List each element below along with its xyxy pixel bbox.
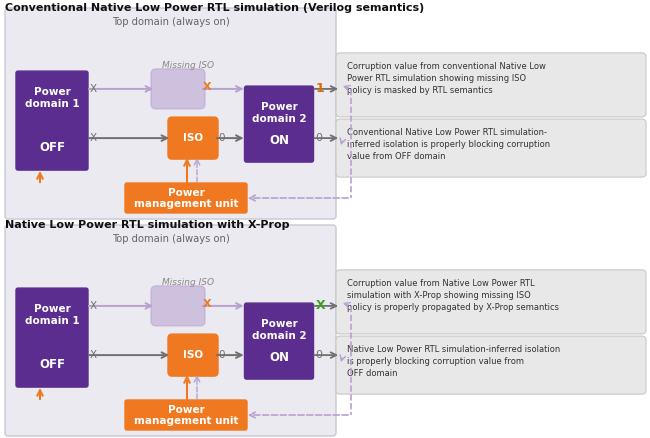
FancyBboxPatch shape [168, 117, 218, 159]
Text: Top domain (always on): Top domain (always on) [112, 17, 229, 27]
FancyBboxPatch shape [125, 183, 247, 213]
Text: management unit: management unit [134, 416, 239, 426]
Text: X: X [90, 133, 97, 143]
FancyBboxPatch shape [5, 225, 336, 436]
FancyBboxPatch shape [168, 334, 218, 376]
Text: X: X [315, 300, 325, 312]
FancyBboxPatch shape [336, 270, 646, 334]
Text: X: X [90, 350, 97, 360]
Text: Power: Power [261, 319, 298, 329]
Text: X: X [203, 299, 212, 309]
Text: Power: Power [261, 102, 298, 112]
Text: X: X [90, 84, 97, 94]
FancyBboxPatch shape [151, 286, 205, 326]
FancyBboxPatch shape [151, 69, 205, 109]
Text: Top domain (always on): Top domain (always on) [112, 234, 229, 244]
Text: ISO: ISO [183, 350, 203, 360]
Text: Power: Power [168, 188, 204, 198]
Text: ISO: ISO [183, 133, 203, 143]
Text: domain 1: domain 1 [25, 99, 79, 109]
Text: Native Low Power RTL simulation with X-Prop: Native Low Power RTL simulation with X-P… [5, 220, 289, 230]
Text: management unit: management unit [134, 199, 239, 209]
Text: X: X [90, 301, 97, 311]
Text: OFF: OFF [39, 141, 65, 154]
FancyBboxPatch shape [244, 86, 313, 162]
Text: Missing ISO: Missing ISO [162, 61, 214, 70]
FancyBboxPatch shape [125, 400, 247, 430]
Text: OFF: OFF [39, 358, 65, 371]
Text: domain 2: domain 2 [252, 331, 306, 341]
FancyBboxPatch shape [244, 303, 313, 379]
Text: Corruption value from conventional Native Low
Power RTL simulation showing missi: Corruption value from conventional Nativ… [347, 62, 546, 95]
Text: X: X [203, 82, 212, 92]
Text: Power: Power [168, 405, 204, 415]
Text: 0: 0 [315, 133, 322, 143]
FancyBboxPatch shape [336, 53, 646, 117]
FancyBboxPatch shape [5, 8, 336, 219]
Text: 0: 0 [218, 133, 224, 143]
Text: domain 1: domain 1 [25, 316, 79, 326]
FancyBboxPatch shape [336, 119, 646, 177]
Text: Corruption value from Native Low Power RTL
simulation with X-Prop showing missin: Corruption value from Native Low Power R… [347, 279, 559, 312]
Text: domain 2: domain 2 [252, 114, 306, 124]
Text: 0: 0 [315, 350, 322, 360]
Text: Native Low Power RTL simulation-inferred isolation
is properly blocking corrupti: Native Low Power RTL simulation-inferred… [347, 345, 560, 378]
FancyBboxPatch shape [336, 336, 646, 394]
Text: Conventional Native Low Power RTL simulation (Verilog semantics): Conventional Native Low Power RTL simula… [5, 3, 424, 13]
Text: 0: 0 [218, 350, 224, 360]
Text: ON: ON [269, 351, 289, 364]
Text: Conventional Native Low Power RTL simulation-
inferred isolation is properly blo: Conventional Native Low Power RTL simula… [347, 128, 550, 161]
FancyBboxPatch shape [16, 71, 88, 170]
Text: Power: Power [34, 304, 70, 314]
Text: ON: ON [269, 134, 289, 147]
Text: Power: Power [34, 87, 70, 97]
Text: 1: 1 [315, 82, 324, 95]
FancyBboxPatch shape [16, 288, 88, 387]
Text: Missing ISO: Missing ISO [162, 278, 214, 287]
